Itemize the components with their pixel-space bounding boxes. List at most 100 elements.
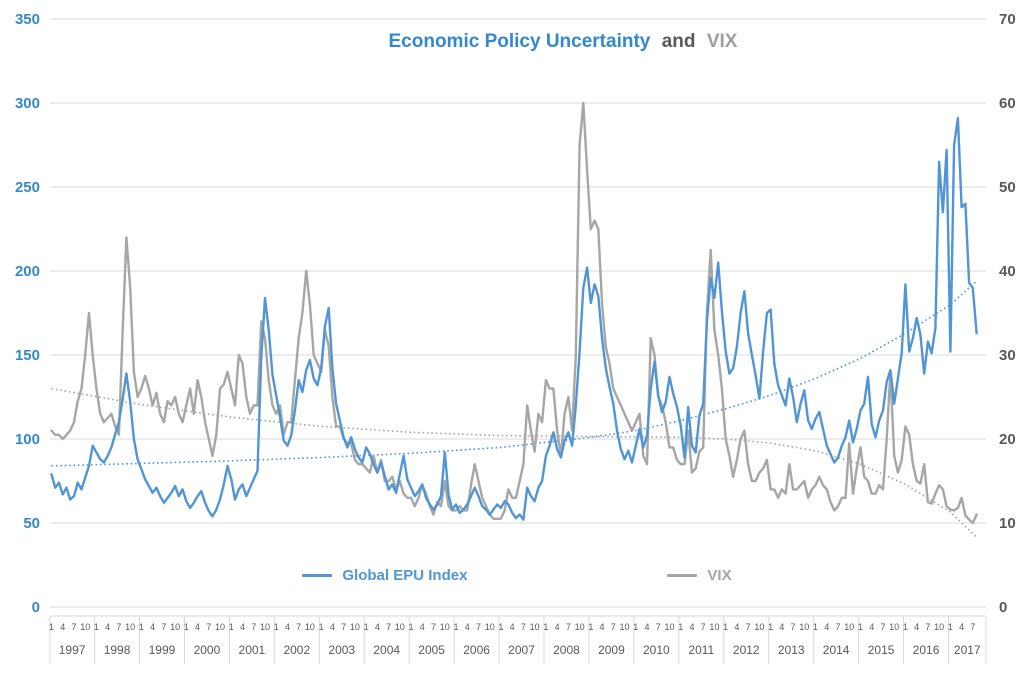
x-axis-month-label: 10 (530, 622, 540, 632)
x-axis-year-label: 2014 (823, 643, 850, 657)
x-axis-month-label: 7 (925, 622, 930, 632)
x-axis-month-label: 4 (914, 622, 919, 632)
x-axis-year-label: 2001 (239, 643, 266, 657)
x-axis-month-label: 10 (844, 622, 854, 632)
y-axis-right-tick-label: 60 (999, 95, 1016, 112)
x-axis-month-label: 4 (330, 622, 335, 632)
x-axis-month-label: 1 (723, 622, 728, 632)
y-axis-left-tick-label: 350 (15, 11, 40, 28)
x-axis-year-label: 2011 (688, 643, 714, 657)
x-axis-month-label: 4 (869, 622, 874, 632)
x-axis-month-label: 7 (431, 622, 436, 632)
x-axis-month-label: 1 (139, 622, 144, 632)
x-axis-year-label: 1999 (149, 643, 176, 657)
legend-item-vix: VIX (667, 567, 732, 584)
x-axis-month-label: 1 (184, 622, 189, 632)
x-axis-month-label: 7 (611, 622, 616, 632)
x-axis-month-label: 7 (880, 622, 885, 632)
x-axis-month-label: 10 (80, 622, 90, 632)
x-axis-month-label: 1 (319, 622, 324, 632)
x-axis-month-label: 1 (94, 622, 99, 632)
y-axis-right-tick-label: 0 (999, 599, 1007, 616)
x-axis-month-label: 7 (251, 622, 256, 632)
vix-trendline-dotted (51, 387, 978, 538)
legend-label-epu: Global EPU Index (342, 567, 468, 584)
y-axis-right-tick-label: 30 (999, 347, 1016, 364)
x-axis-month-label: 1 (858, 622, 863, 632)
x-axis-month-label: 1 (678, 622, 683, 632)
x-axis-month-label: 1 (274, 622, 279, 632)
x-axis-month-label: 4 (150, 622, 155, 632)
x-axis-month-label: 10 (754, 622, 764, 632)
x-axis-month-label: 7 (341, 622, 346, 632)
x-axis-month-label: 1 (364, 622, 369, 632)
x-axis-month-label: 7 (116, 622, 121, 632)
x-axis-month-label: 1 (453, 622, 458, 632)
vix-line-series (50, 101, 978, 525)
x-axis-month-label: 4 (465, 622, 470, 632)
chart-legend: Global EPU Index VIX (0, 567, 1034, 584)
y-axis-left-tick-label: 250 (15, 179, 40, 196)
x-axis-month-label: 10 (260, 622, 270, 632)
y-axis-left-tick-label: 300 (15, 95, 40, 112)
x-axis-month-label: 4 (375, 622, 380, 632)
x-axis-month-label: 7 (386, 622, 391, 632)
x-axis-year-label: 1998 (104, 643, 131, 657)
x-axis-year-label: 2006 (463, 643, 490, 657)
x-axis-month-label: 4 (105, 622, 110, 632)
x-axis-month-label: 1 (633, 622, 638, 632)
epu-trendline-dotted (51, 280, 978, 467)
x-axis-month-label: 7 (701, 622, 706, 632)
epu-line-swatch (302, 574, 333, 577)
x-axis-year-label: 2009 (598, 643, 625, 657)
x-axis-month-label: 4 (959, 622, 964, 632)
x-axis-month-label: 1 (498, 622, 503, 632)
x-axis-month-label: 10 (395, 622, 405, 632)
x-axis-month-label: 1 (229, 622, 234, 632)
x-axis-year-label: 2003 (328, 643, 355, 657)
x-axis-month-label: 7 (296, 622, 301, 632)
y-axis-left-tick-label: 100 (15, 431, 40, 448)
x-axis-month-label: 10 (934, 622, 944, 632)
x-axis-year-label: 2012 (733, 643, 760, 657)
x-axis-month-label: 10 (350, 622, 360, 632)
chart-title: Economic Policy Uncertainty and VIX (0, 31, 1034, 53)
x-axis-month-label: 10 (170, 622, 180, 632)
x-axis-month-label: 10 (305, 622, 315, 632)
x-axis-month-label: 4 (555, 622, 560, 632)
x-axis-month-label: 4 (734, 622, 739, 632)
x-axis-month-label: 10 (889, 622, 899, 632)
x-axis-month-label: 1 (813, 622, 818, 632)
x-axis-month-label: 1 (903, 622, 908, 632)
legend-label-vix: VIX (707, 567, 732, 584)
y-axis-right-tick-label: 40 (999, 263, 1016, 280)
y-axis-left-tick-label: 50 (23, 515, 40, 532)
legend-item-epu: Global EPU Index (302, 567, 467, 584)
chart-title-vix: VIX (706, 31, 738, 52)
x-axis-month-label: 10 (799, 622, 809, 632)
x-axis-year-label: 2015 (868, 643, 895, 657)
x-axis-year-label: 2004 (373, 643, 400, 657)
x-axis-month-label: 4 (644, 622, 649, 632)
x-axis-month-label: 7 (836, 622, 841, 632)
x-axis-month-label: 10 (215, 622, 225, 632)
x-axis-month-label: 10 (575, 622, 585, 632)
chart-title-and: and (661, 31, 696, 52)
x-axis-month-label: 1 (409, 622, 414, 632)
y-axis-right-tick-label: 50 (999, 179, 1016, 196)
x-axis-year-label: 2005 (418, 643, 445, 657)
x-axis-month-label: 7 (746, 622, 751, 632)
x-axis-month-label: 10 (709, 622, 719, 632)
x-axis-month-label: 1 (543, 622, 548, 632)
y-axis-left-tick-label: 150 (15, 347, 40, 364)
x-axis-year-label: 2017 (954, 643, 981, 657)
epu-line-series (50, 116, 978, 521)
x-axis-year-label: 2000 (194, 643, 221, 657)
x-axis-month-label: 7 (476, 622, 481, 632)
x-axis-month-label: 10 (620, 622, 630, 632)
x-axis-month-label: 7 (791, 622, 796, 632)
x-axis-year-label: 1997 (59, 643, 86, 657)
vix-line-swatch (667, 574, 698, 577)
x-axis-month-label: 10 (664, 622, 674, 632)
